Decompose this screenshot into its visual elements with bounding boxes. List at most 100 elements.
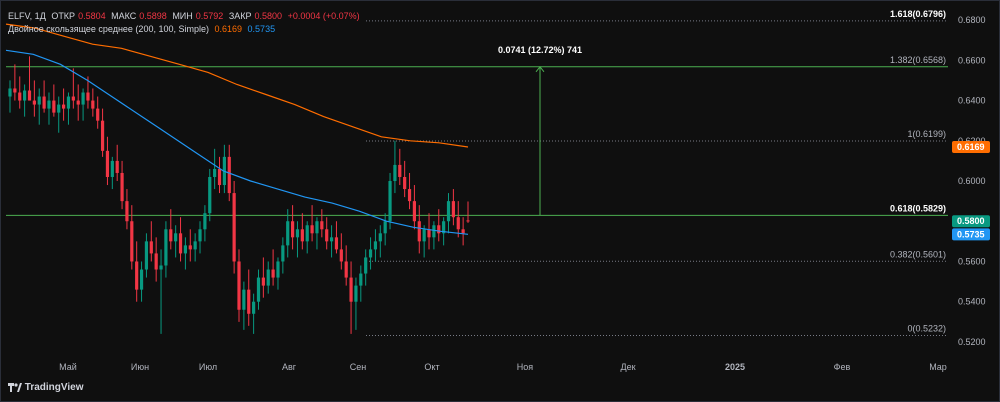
candle-body bbox=[422, 229, 426, 242]
candle-body bbox=[310, 225, 314, 234]
y-tick-label: 0.6200 bbox=[958, 136, 986, 146]
candle-body bbox=[437, 225, 441, 234]
measure-label: 0.0741 (12.72%) 741 bbox=[498, 45, 582, 55]
candle-body bbox=[8, 88, 12, 97]
candle-body bbox=[388, 181, 392, 222]
candle-body bbox=[320, 221, 324, 230]
candle-body bbox=[61, 104, 66, 109]
price-badge-label: 0.5800 bbox=[957, 216, 985, 226]
chart-legend: ELFV, 1Д ОТКР 0.5804 МАКС 0.5898 МИН 0.5792… bbox=[8, 10, 363, 36]
candle-body bbox=[183, 245, 188, 254]
price-badge bbox=[952, 215, 990, 228]
candle-body bbox=[373, 241, 378, 250]
x-tick-label: Авг bbox=[282, 362, 297, 372]
candle-body bbox=[466, 220, 470, 222]
candle-body bbox=[403, 176, 407, 190]
x-tick-label: Мар bbox=[929, 362, 947, 372]
candle-body bbox=[86, 92, 90, 101]
candle-body bbox=[417, 221, 421, 242]
y-tick-label: 0.5200 bbox=[958, 337, 986, 347]
y-tick-label: 0.5600 bbox=[958, 256, 986, 266]
candle-body bbox=[407, 189, 412, 202]
candle-body bbox=[266, 269, 270, 286]
candle-body bbox=[159, 265, 163, 270]
candle-body bbox=[23, 90, 27, 101]
candle-body bbox=[105, 150, 110, 177]
candle-body bbox=[456, 217, 460, 230]
candle-body bbox=[349, 277, 353, 302]
candle-body bbox=[130, 221, 134, 262]
tradingview-icon bbox=[8, 383, 22, 392]
candle-body bbox=[393, 164, 397, 182]
x-tick-label: Дек bbox=[620, 362, 635, 372]
candle-body bbox=[261, 277, 265, 286]
candle-body bbox=[256, 277, 261, 302]
candle-body bbox=[286, 221, 290, 246]
y-tick-label: 0.6400 bbox=[958, 96, 986, 106]
change-value: +0.0004 (+0.07%) bbox=[287, 11, 360, 21]
price-badge-label: 0.5735 bbox=[957, 229, 985, 239]
candle-body bbox=[37, 96, 41, 105]
close-label: ЗАКР bbox=[228, 11, 252, 21]
candle-body bbox=[383, 221, 387, 234]
candle-body bbox=[18, 92, 22, 101]
candle-body bbox=[432, 225, 436, 238]
candle-body bbox=[47, 100, 51, 109]
tradingview-logo[interactable]: TradingView bbox=[8, 382, 84, 393]
tradingview-text: TradingView bbox=[24, 382, 84, 393]
candle-body bbox=[232, 193, 236, 262]
open-label: ОТКР bbox=[51, 11, 76, 21]
candle-body bbox=[354, 285, 358, 302]
candle-body bbox=[110, 160, 114, 177]
candle-body bbox=[451, 201, 455, 218]
candle-body bbox=[368, 249, 373, 258]
candle-body bbox=[213, 168, 217, 177]
candle-body bbox=[412, 201, 417, 222]
fib-level-label: 0.618(0.5829) bbox=[890, 203, 946, 213]
price-badge bbox=[952, 228, 990, 241]
candle-body bbox=[461, 229, 465, 234]
candle-body bbox=[305, 225, 309, 242]
candle-body bbox=[164, 229, 168, 266]
measure-arrowhead bbox=[535, 65, 545, 73]
symbol-label[interactable]: ELFV, 1Д bbox=[8, 11, 46, 21]
y-tick-label: 0.6600 bbox=[958, 55, 986, 65]
candle-body bbox=[198, 229, 202, 242]
candle-body bbox=[169, 229, 173, 242]
candle-body bbox=[135, 261, 139, 290]
candle-body bbox=[427, 229, 431, 238]
y-tick-label: 0.5400 bbox=[958, 297, 986, 307]
candle-body bbox=[329, 237, 334, 242]
candle-body bbox=[57, 104, 61, 113]
candle-body bbox=[237, 261, 241, 310]
candle-body bbox=[76, 100, 80, 105]
candle-body bbox=[252, 301, 256, 314]
x-tick-label: 2025 bbox=[725, 362, 745, 372]
x-tick-label: Фев bbox=[834, 362, 851, 372]
candle-body bbox=[446, 201, 451, 222]
candle-body bbox=[66, 96, 71, 109]
candle-body bbox=[174, 233, 178, 242]
price-badge bbox=[952, 141, 990, 154]
candle-body bbox=[27, 90, 32, 101]
x-tick-label: Сен bbox=[350, 362, 367, 372]
candle-body bbox=[96, 108, 100, 121]
y-tick-label: 0.6000 bbox=[958, 176, 986, 186]
candle-body bbox=[13, 88, 17, 93]
x-tick-label: Июл bbox=[199, 362, 217, 372]
indicator-row[interactable]: Двойное скользящее среднее (200, 100, Si… bbox=[8, 23, 363, 36]
fib-level-label: 0(0.5232) bbox=[907, 323, 946, 333]
candle-body bbox=[149, 241, 153, 254]
ma200-line bbox=[5, 23, 469, 148]
fib-level-label: 1.618(0.6796) bbox=[890, 9, 946, 19]
candle-body bbox=[442, 221, 446, 234]
x-tick-label: Июн bbox=[131, 362, 149, 372]
candle-body bbox=[208, 176, 212, 214]
indicator-name: Двойное скользящее среднее (200, 100, Si… bbox=[8, 24, 209, 34]
fib-level-label: 1(0.6199) bbox=[907, 129, 946, 139]
ma200-value: 0.6169 bbox=[214, 24, 243, 34]
candle-body bbox=[290, 221, 295, 238]
candle-body bbox=[295, 229, 300, 238]
candle-body bbox=[364, 257, 368, 274]
